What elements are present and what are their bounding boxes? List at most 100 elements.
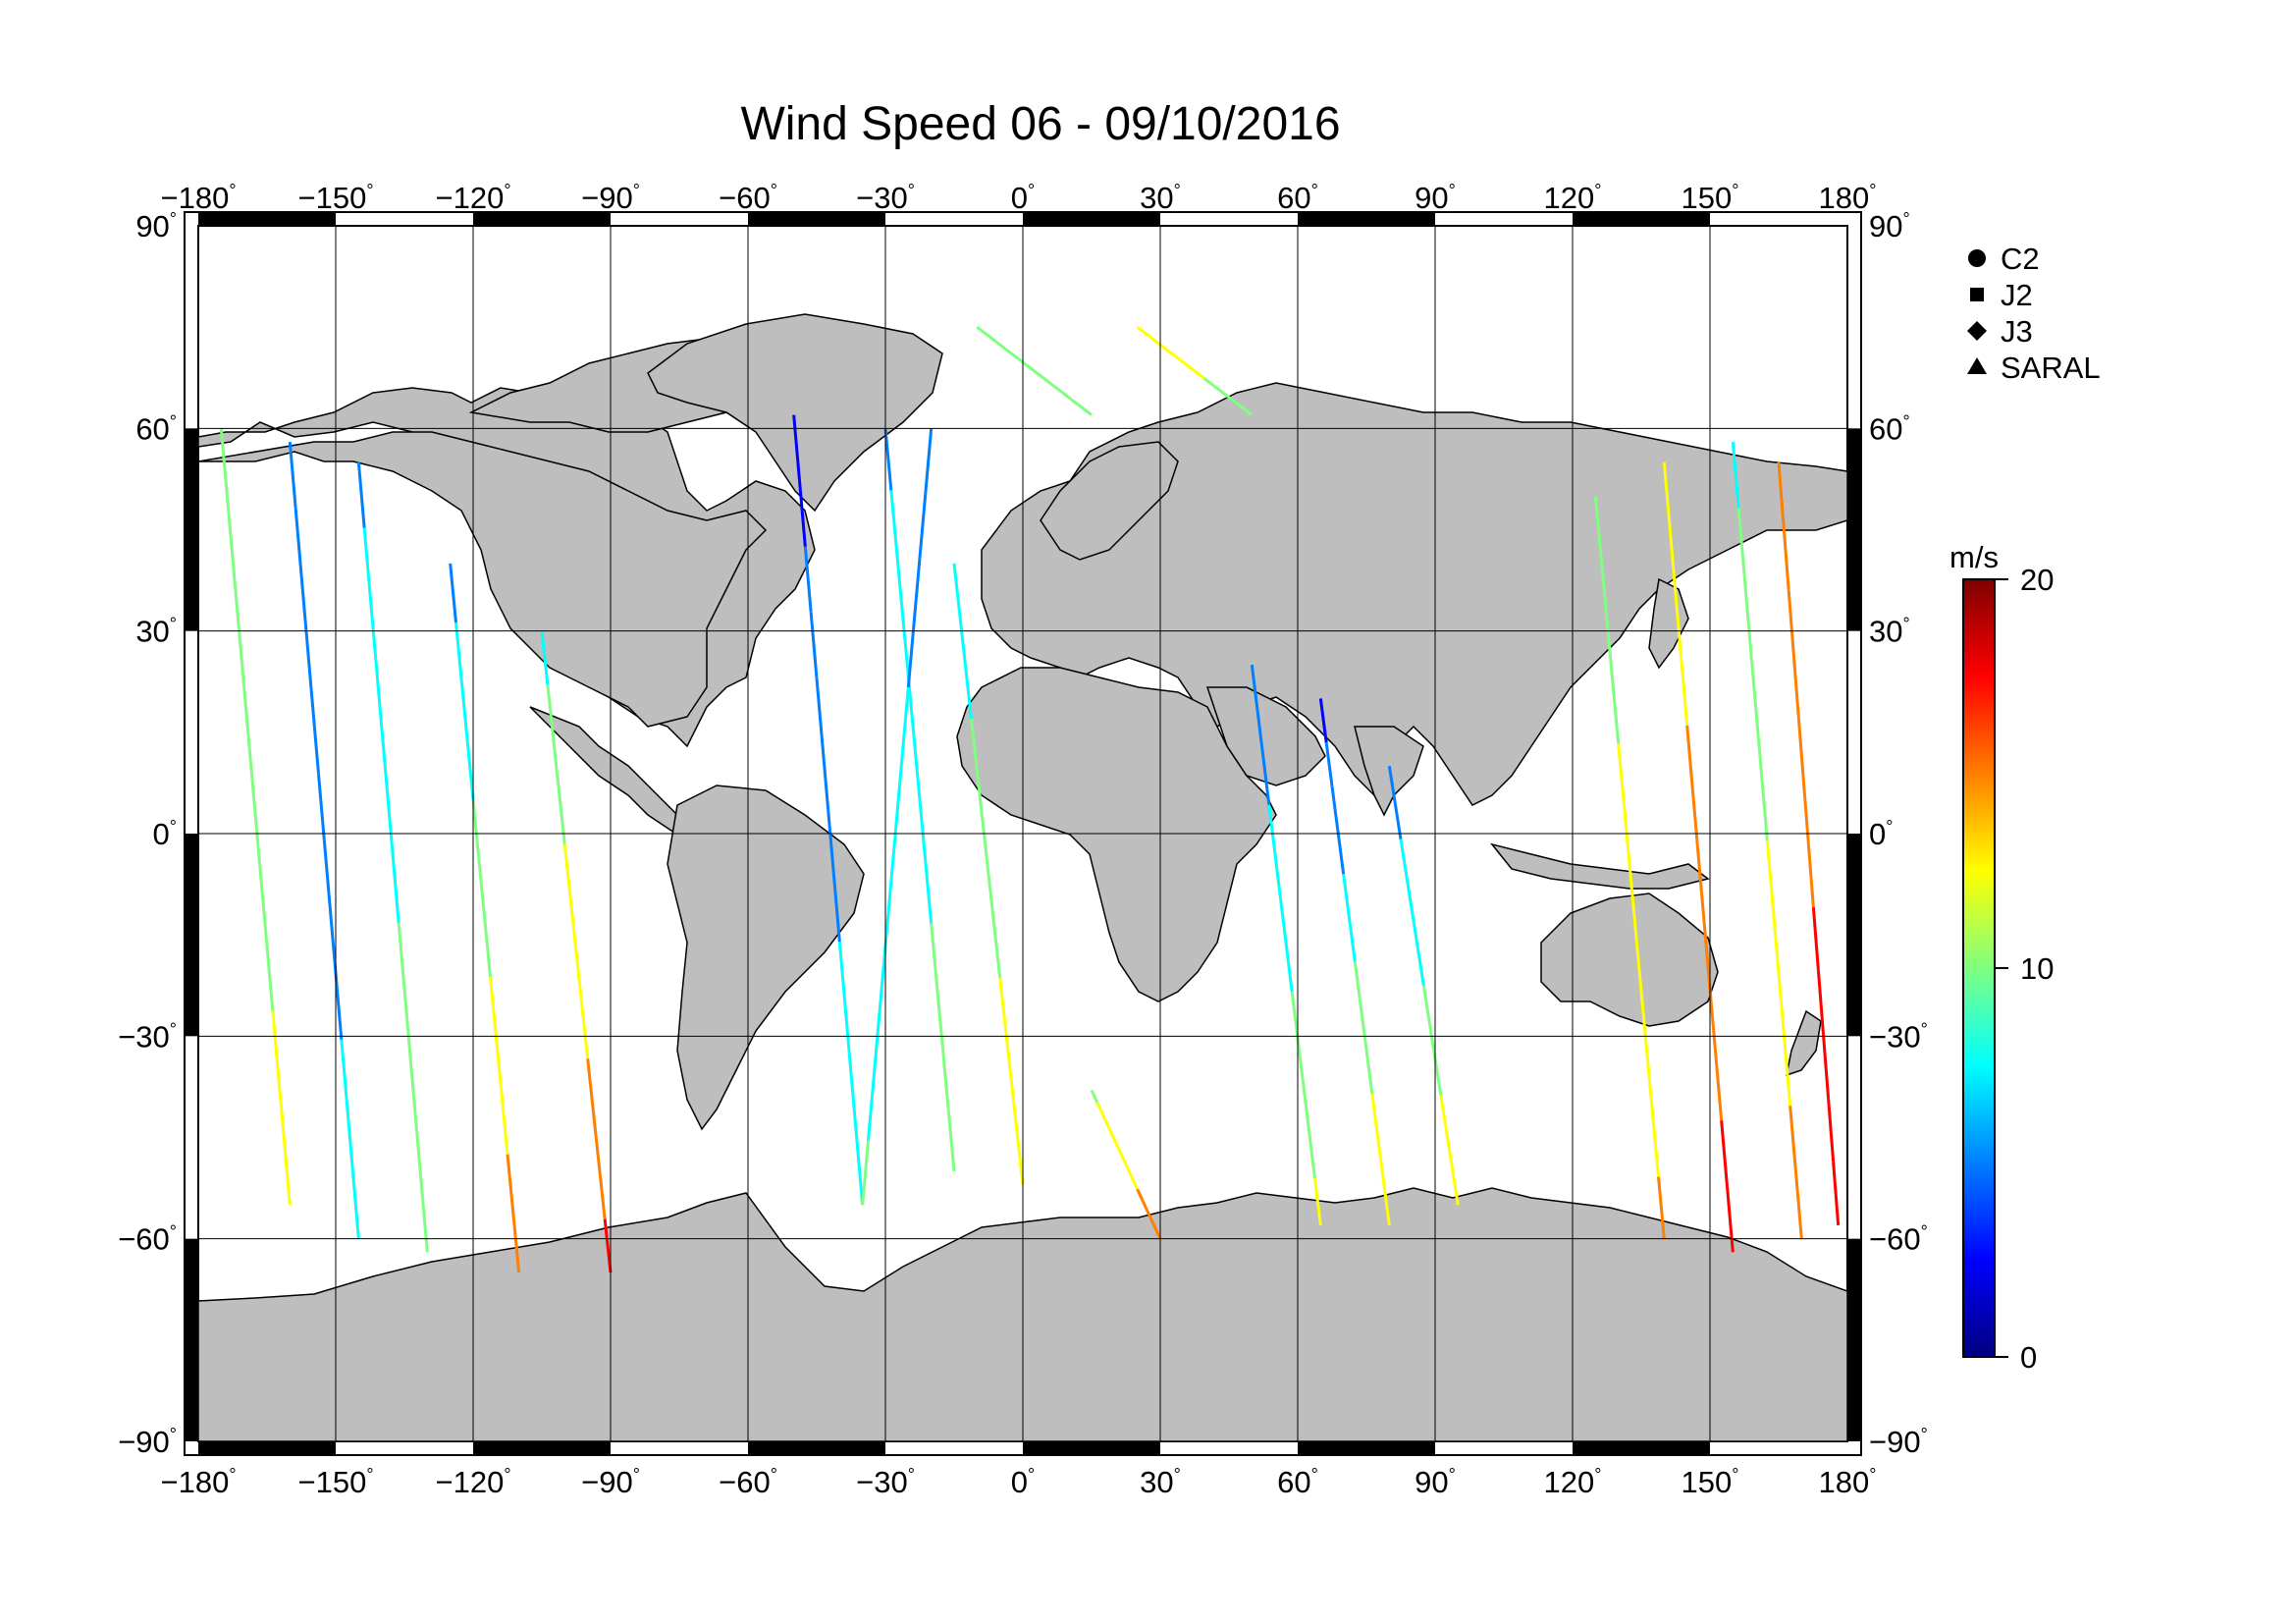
wind-track-7 bbox=[970, 718, 979, 771]
wind-track-4 bbox=[597, 1164, 607, 1219]
wind-track-7 bbox=[981, 822, 990, 875]
wind-track-18 bbox=[1212, 384, 1225, 395]
wind-track-15 bbox=[1765, 839, 1775, 907]
lon-tick-label-top: 30° bbox=[1140, 181, 1181, 215]
lon-tick-label-bottom: 90° bbox=[1415, 1465, 1456, 1499]
wind-track-3 bbox=[449, 563, 457, 623]
wind-track-2 bbox=[420, 1186, 429, 1253]
wind-track-2 bbox=[368, 593, 378, 661]
lon-tick-label-top: 150° bbox=[1682, 181, 1739, 215]
wind-track-14 bbox=[1702, 923, 1712, 990]
wind-track-6 bbox=[946, 1109, 956, 1172]
wind-track-14 bbox=[1691, 790, 1700, 858]
border-segment bbox=[473, 1441, 611, 1455]
wind-track-13 bbox=[1639, 991, 1649, 1054]
wind-track-8 bbox=[861, 1140, 870, 1206]
wind-track-17 bbox=[1061, 392, 1074, 402]
wind-track-12 bbox=[1405, 875, 1415, 913]
wind-track-14 bbox=[1674, 593, 1683, 661]
wind-track-16 bbox=[1811, 906, 1820, 971]
wind-track-18 bbox=[1231, 399, 1244, 409]
lon-tick-label-bottom: 0° bbox=[1011, 1465, 1035, 1499]
wind-track-6 bbox=[924, 861, 934, 924]
land-south-america bbox=[667, 784, 865, 1131]
wind-track-14 bbox=[1680, 659, 1689, 727]
lon-tick-label-bottom: 60° bbox=[1277, 1465, 1318, 1499]
wind-track-7 bbox=[992, 925, 1002, 978]
wind-track-15 bbox=[1760, 774, 1769, 841]
border-segment bbox=[1847, 428, 1861, 631]
wind-track-1 bbox=[346, 1106, 354, 1173]
land-scandinavia bbox=[1040, 441, 1179, 561]
wind-track-1 bbox=[322, 839, 332, 907]
border-segment bbox=[1847, 834, 1861, 1037]
wind-track-1 bbox=[294, 508, 303, 575]
land-greenland bbox=[647, 313, 943, 513]
colorbar: m/s 0 10 20 bbox=[1949, 540, 2054, 1375]
wind-track-18 bbox=[1146, 333, 1158, 344]
wind-track-0 bbox=[242, 686, 251, 753]
wind-track-3 bbox=[471, 799, 481, 859]
wind-track-7 bbox=[975, 770, 985, 823]
wind-track-9 bbox=[1136, 1188, 1145, 1203]
wind-track-8 bbox=[901, 686, 910, 753]
wind-track-17 bbox=[1052, 384, 1064, 395]
colorbar-tick-label: 0 bbox=[2020, 1340, 2037, 1375]
wind-track-16 bbox=[1816, 970, 1825, 1035]
lat-tick-label-left: −30° bbox=[118, 1019, 177, 1054]
wind-track-5 bbox=[843, 1006, 853, 1074]
wind-track-9 bbox=[1090, 1089, 1099, 1104]
wind-track-10 bbox=[1284, 945, 1294, 993]
wind-track-8 bbox=[867, 1075, 876, 1141]
wind-track-5 bbox=[815, 677, 825, 744]
wind-track-10 bbox=[1308, 1131, 1316, 1179]
border-segment bbox=[198, 212, 336, 226]
wind-track-12 bbox=[1433, 1058, 1443, 1096]
wind-track-4 bbox=[580, 1004, 590, 1059]
land-indonesia bbox=[1490, 842, 1710, 890]
lat-tick-label-right: 0° bbox=[1869, 817, 1893, 851]
wind-track-2 bbox=[408, 1055, 418, 1121]
border-segment bbox=[748, 1441, 885, 1455]
satellite-legend: C2 J2 J3 SARAL bbox=[1967, 242, 2101, 385]
wind-track-18 bbox=[1164, 348, 1177, 358]
lon-tick-label-bottom: −150° bbox=[297, 1465, 373, 1499]
wind-track-3 bbox=[494, 1036, 504, 1096]
wind-track-5 bbox=[792, 414, 801, 481]
wind-track-5 bbox=[827, 809, 835, 877]
wind-track-0 bbox=[277, 1075, 286, 1141]
border-segment bbox=[1573, 212, 1710, 226]
wind-track-15 bbox=[1777, 973, 1787, 1040]
wind-track-11 bbox=[1353, 961, 1362, 1006]
lat-tick-label-left: 30° bbox=[135, 615, 177, 649]
wind-track-15 bbox=[1783, 1039, 1792, 1107]
wind-track-14 bbox=[1708, 989, 1718, 1055]
border-segment bbox=[473, 212, 611, 226]
wind-track-0 bbox=[237, 622, 246, 688]
wind-track-8 bbox=[895, 751, 904, 817]
wind-track-0 bbox=[271, 1010, 281, 1076]
wind-track-5 bbox=[798, 480, 807, 547]
wind-track-10 bbox=[1255, 711, 1265, 759]
wind-track-13 bbox=[1623, 805, 1631, 868]
land-africa bbox=[956, 667, 1277, 1002]
wind-track-13 bbox=[1599, 558, 1609, 621]
wind-track-17 bbox=[1033, 369, 1045, 380]
wind-track-2 bbox=[380, 725, 389, 792]
colorbar-ticks: 0 10 20 bbox=[1995, 563, 2054, 1375]
wind-track-3 bbox=[500, 1095, 509, 1155]
wind-track-18 bbox=[1202, 377, 1215, 387]
lat-tick-label-right: −60° bbox=[1869, 1222, 1928, 1257]
wind-tracks bbox=[219, 325, 1841, 1273]
wind-track-10 bbox=[1302, 1085, 1311, 1132]
border-segment bbox=[185, 1238, 198, 1441]
lon-tick-label-bottom: −180° bbox=[160, 1465, 236, 1499]
wind-track-8 bbox=[924, 428, 934, 494]
map-border bbox=[184, 211, 1862, 1456]
lat-tick-label-right: 90° bbox=[1869, 209, 1910, 243]
lat-tick-label-right: −30° bbox=[1869, 1019, 1928, 1054]
wind-track-4 bbox=[592, 1111, 601, 1166]
wind-track-5 bbox=[821, 743, 830, 811]
lon-tick-label-top: −30° bbox=[856, 181, 915, 215]
